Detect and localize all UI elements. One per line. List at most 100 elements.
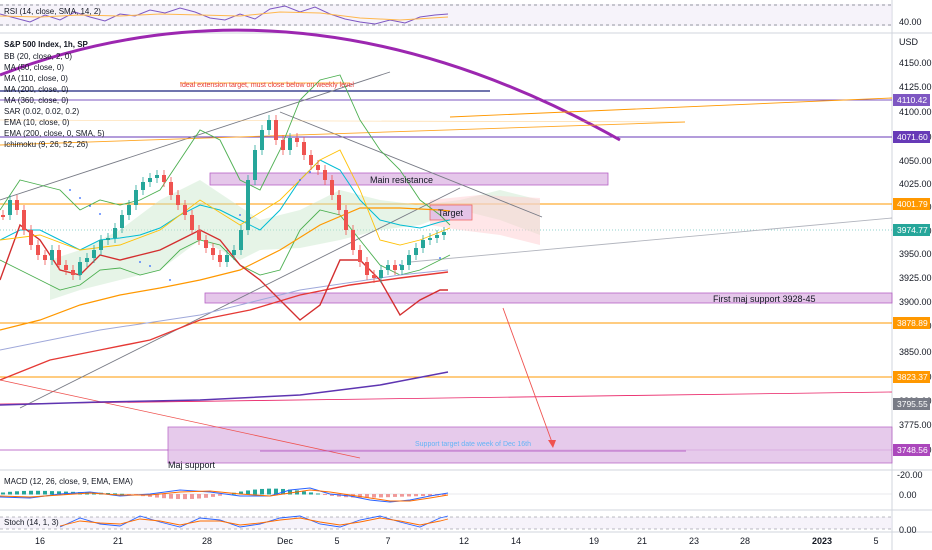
candle [120, 210, 124, 233]
macd-bar [372, 494, 376, 498]
candle [50, 245, 54, 265]
macd-bar [267, 488, 271, 495]
price-tags: 4110.42 4071.60 4001.79 3974.77 3878.89 3823.… [893, 94, 930, 456]
first-support-box [204, 292, 893, 304]
symbol-title[interactable]: S&P 500 Index, 1h, SP [4, 40, 89, 49]
macd-bar [113, 493, 117, 495]
price-tick: 4100.00 [899, 107, 932, 117]
indicator-label[interactable]: MA (360, close, 0) [4, 96, 69, 105]
price-tick: 3775.00 [899, 420, 932, 430]
candle [8, 195, 12, 220]
candle [386, 260, 390, 275]
indicator-label[interactable]: BB (20, close, 2, 0) [4, 52, 72, 61]
price-tag: 4001.79 [893, 198, 930, 210]
macd-bar [218, 494, 222, 496]
macd-bar [15, 491, 19, 495]
macd-bar [379, 494, 383, 498]
price-tick: 3850.00 [899, 347, 932, 357]
macd-bar [260, 488, 264, 495]
time-tick: 21 [113, 536, 123, 546]
candle [43, 250, 47, 265]
time-tick: 28 [740, 536, 750, 546]
currency-label: USD [899, 37, 919, 47]
time-tick: 21 [637, 536, 647, 546]
candle [337, 190, 341, 215]
annotation-target: Target [438, 208, 464, 218]
annotation-support-target: Support target date week of Dec 16th [415, 441, 531, 448]
time-axis[interactable]: 16 21 28 Dec 5 7 12 14 19 21 23 28 2023 5 [35, 536, 879, 546]
macd-bar [162, 494, 166, 499]
candle [106, 233, 110, 245]
time-tick: 5 [334, 536, 339, 546]
candle [274, 115, 278, 145]
time-tick: 12 [459, 536, 469, 546]
indicator-label[interactable]: EMA (200, close, 0, SMA, 5) [4, 129, 105, 138]
candle [71, 265, 75, 280]
time-tick: Dec [277, 536, 294, 546]
indicator-label[interactable]: EMA (10, close, 0) [4, 118, 70, 127]
candle [155, 170, 159, 183]
candle [379, 265, 383, 283]
macd-bar [1, 492, 5, 495]
macd-bar [211, 494, 215, 497]
price-tag-value: 4071.60 [897, 132, 928, 142]
price-tick: 4125.00 [899, 82, 932, 92]
macd-bar [330, 494, 334, 496]
candle [344, 205, 348, 235]
candle [309, 150, 313, 170]
candlesticks [1, 115, 446, 283]
candle [442, 227, 446, 240]
time-tick: 5 [873, 536, 878, 546]
indicator-label[interactable]: SAR (0.02, 0.02, 0.2) [4, 107, 79, 116]
candle [78, 257, 82, 280]
macd-bar [239, 491, 243, 495]
indicator-label[interactable]: Ichimoku (9, 26, 52, 26) [4, 140, 88, 149]
macd-bar [22, 490, 26, 495]
macd-bar [190, 494, 194, 499]
annotation-first-support: First maj support 3928-45 [713, 294, 816, 304]
trend-lines [0, 71, 893, 459]
macd-bar [274, 488, 278, 495]
macd-bar [127, 494, 131, 495]
candle [351, 225, 355, 255]
candle [267, 115, 271, 135]
candle [232, 245, 236, 260]
indicator-label[interactable]: MA (110, close, 0) [4, 74, 68, 83]
candle [64, 260, 68, 275]
support-target-box [167, 426, 893, 464]
candle [365, 257, 369, 280]
macd-tick: 0.00 [899, 490, 917, 500]
macd-pane: MACD (12, 26, close, 9, EMA, EMA) [0, 477, 892, 503]
candle [197, 225, 201, 245]
candle [113, 223, 117, 243]
candle [428, 233, 432, 245]
indicator-label[interactable]: MA (200, close, 0) [4, 85, 69, 94]
macd-bar [393, 494, 397, 497]
candle [323, 165, 327, 185]
macd-bar [176, 494, 180, 500]
macd-bar [302, 491, 306, 495]
price-tick: 4150.00 [899, 58, 932, 68]
annotation-maj-support: Maj support [168, 460, 216, 470]
candle [211, 243, 215, 260]
candle [29, 225, 33, 250]
candle [330, 175, 334, 200]
price-tick: 3950.00 [899, 249, 932, 259]
candle [1, 210, 5, 220]
candle [57, 245, 61, 270]
macd-bar [414, 494, 418, 497]
zone-boxes [167, 172, 893, 464]
candle [36, 240, 40, 260]
macd-bar [36, 490, 40, 495]
price-tick: 3900.00 [899, 297, 932, 307]
stoch-tick: 0.00 [899, 525, 917, 535]
time-tick: 19 [589, 536, 599, 546]
candle [407, 250, 411, 270]
legend: RSI (14, close, SMA, 14, 2) S&P 500 Inde… [4, 7, 105, 149]
macd-bar [169, 494, 173, 499]
macd-bar [64, 491, 68, 495]
indicator-label[interactable]: MA (50, close, 0) [4, 63, 64, 72]
candle [99, 235, 103, 255]
price-tag: 3748.56 [893, 444, 930, 456]
